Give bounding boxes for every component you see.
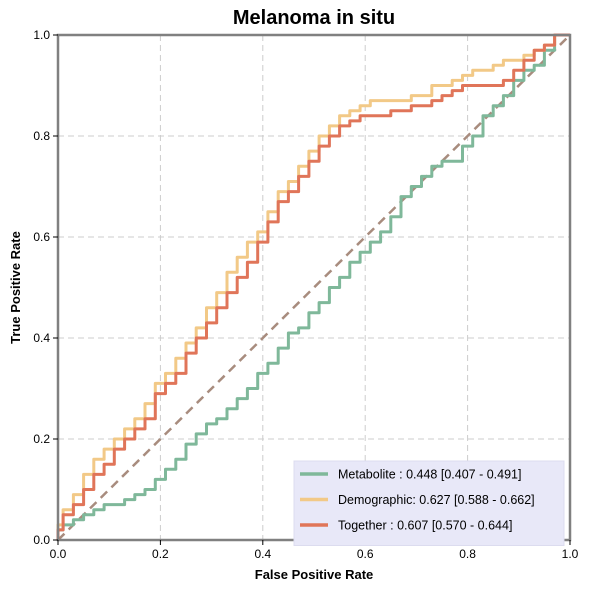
y-tick-label: 0.6 xyxy=(33,230,50,244)
y-tick-label: 0.2 xyxy=(33,432,50,446)
y-tick-label: 0.8 xyxy=(33,129,50,143)
legend-label-together: Together : 0.607 [0.570 - 0.644] xyxy=(338,519,512,533)
series-layer xyxy=(56,33,570,540)
x-tick-label: 0.6 xyxy=(357,547,374,561)
y-axis-label: True Positive Rate xyxy=(8,231,23,344)
y-tick-label: 0.4 xyxy=(33,331,50,345)
series-line-metabolite xyxy=(56,33,570,540)
x-tick-label: 1.0 xyxy=(562,547,579,561)
y-tick-label: 1.0 xyxy=(33,28,50,42)
x-tick-label: 0.8 xyxy=(459,547,476,561)
legend-box xyxy=(293,460,565,546)
x-tick-label: 0.4 xyxy=(254,547,271,561)
tick-layer: 0.0 0.2 0.4 0.6 0.8 1.0 0.0 0.2 0.4 0.6 0.8 1.0 xyxy=(33,28,578,561)
series-line-together xyxy=(56,33,570,540)
y-tick-label: 0.0 xyxy=(33,533,50,547)
x-axis-label: False Positive Rate xyxy=(255,567,374,582)
legend-label-metabolite: Metabolite : 0.448 [0.407 - 0.491] xyxy=(338,468,521,482)
x-tick-label: 0.0 xyxy=(50,547,67,561)
x-tick-label: 0.2 xyxy=(152,547,169,561)
legend: Metabolite : 0.448 [0.407 - 0.491] Demogr… xyxy=(293,460,565,546)
legend-label-demographic: Demographic: 0.627 [0.588 - 0.662] xyxy=(338,493,535,507)
series-line-demographic xyxy=(56,33,570,540)
grid-layer xyxy=(58,35,570,540)
chart-title: Melanoma in situ xyxy=(233,7,395,29)
